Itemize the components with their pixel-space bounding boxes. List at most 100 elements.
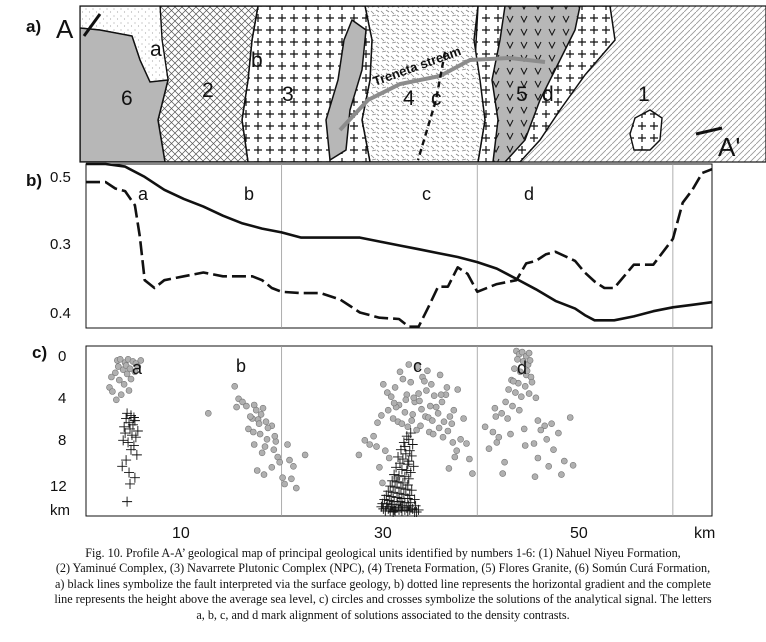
solution-circle-c bbox=[405, 361, 413, 368]
solution-circle-c bbox=[401, 408, 409, 416]
solution-circle-c bbox=[430, 392, 438, 400]
solution-circle-b bbox=[262, 418, 270, 426]
caption-line: a) black lines symbolize the fault inter… bbox=[54, 576, 712, 591]
solution-circle-a bbox=[123, 370, 131, 378]
solution-circle-d bbox=[495, 433, 503, 441]
profile-end-label: A' bbox=[718, 132, 740, 162]
solution-circle-b bbox=[284, 441, 291, 448]
solution-circle-c bbox=[389, 415, 397, 422]
solution-circle-a bbox=[134, 363, 142, 370]
solution-cross-c bbox=[397, 477, 408, 488]
solution-circle-d bbox=[520, 425, 528, 433]
solution-circle-d bbox=[498, 409, 506, 417]
panel-b-alignment-c: c bbox=[422, 184, 431, 204]
solution-circle-c bbox=[424, 367, 431, 375]
solution-cross-a bbox=[117, 461, 128, 472]
solution-circle-a bbox=[127, 375, 135, 383]
solution-cross-a bbox=[119, 421, 130, 432]
solution-circle-c bbox=[366, 441, 374, 448]
solution-circle-c bbox=[469, 470, 476, 477]
solution-cross-a bbox=[132, 426, 143, 436]
solution-circle-b bbox=[231, 382, 238, 390]
solution-circle-c bbox=[449, 439, 457, 446]
solution-circle-d bbox=[481, 423, 489, 431]
solution-circle-d bbox=[534, 417, 542, 424]
solution-cross-c bbox=[394, 458, 405, 469]
solution-circle-d bbox=[511, 365, 518, 373]
panel-b-y-tick-1: 0.5 bbox=[50, 169, 71, 186]
solution-cross-c bbox=[396, 464, 407, 475]
panel-b-grid bbox=[281, 164, 674, 328]
solution-cross-c bbox=[406, 450, 417, 461]
solution-circle-a bbox=[126, 365, 134, 373]
figure: a) A A' Treneta stream 6 2 3 4 5 1 a b c… bbox=[26, 5, 766, 542]
panel-a-label: a) bbox=[26, 17, 41, 36]
solution-circle-c bbox=[398, 420, 406, 428]
panel-a-alignment-a: a bbox=[150, 38, 162, 61]
solution-cross-c bbox=[407, 439, 418, 450]
solution-cross-c bbox=[398, 437, 409, 448]
unit-6-area bbox=[80, 27, 169, 162]
solution-circle-d bbox=[560, 457, 568, 465]
solution-circle-b bbox=[260, 471, 268, 478]
panel-c-y-unit: km bbox=[50, 502, 70, 519]
panel-c-y-tick-8: 8 bbox=[58, 432, 66, 449]
solution-circle-b bbox=[288, 475, 295, 483]
solution-circle-d bbox=[519, 358, 527, 365]
solution-circle-c bbox=[454, 386, 462, 393]
solution-circle-d bbox=[543, 435, 551, 443]
solution-cross-a bbox=[130, 432, 141, 443]
panel-c-y-tick-0: 0 bbox=[58, 348, 66, 365]
panel-c-points bbox=[106, 347, 577, 517]
x-tick-50: 50 bbox=[570, 525, 588, 542]
caption-line: (2) Yaminué Complex, (3) Navarrete Pluto… bbox=[55, 561, 711, 576]
solution-cross-c bbox=[413, 504, 424, 515]
solution-circle-c bbox=[416, 397, 423, 405]
solution-cross-c bbox=[390, 482, 401, 493]
solution-cross-c bbox=[403, 473, 414, 484]
solution-cross-a bbox=[128, 412, 139, 423]
solution-circle-a bbox=[125, 387, 133, 394]
solution-circle-c bbox=[445, 465, 453, 472]
solution-circle-c bbox=[435, 424, 443, 432]
solution-circle-c bbox=[373, 443, 380, 450]
solution-cross-c bbox=[391, 462, 402, 473]
profile-start-tick bbox=[82, 13, 102, 37]
solution-cross-c bbox=[394, 470, 404, 481]
solution-cross-c bbox=[381, 490, 392, 501]
solution-circle-b bbox=[268, 463, 276, 471]
solution-circle-d bbox=[521, 442, 529, 449]
solution-circle-b bbox=[252, 406, 260, 414]
solution-cross-c bbox=[385, 481, 396, 492]
solution-circle-d bbox=[515, 406, 523, 414]
horizontal-gradient-line bbox=[86, 167, 713, 328]
solution-circle-d bbox=[526, 357, 534, 364]
solution-circle-c bbox=[417, 422, 424, 430]
solution-cross-a bbox=[125, 478, 136, 489]
caption-line: Fig. 10. Profile A-A’ geological map of … bbox=[85, 546, 681, 560]
solution-circle-b bbox=[261, 443, 269, 450]
unit-number-6: 6 bbox=[121, 87, 133, 110]
solution-cross-c bbox=[411, 507, 422, 517]
solution-cross-c bbox=[402, 480, 413, 490]
solution-circle-b bbox=[292, 484, 300, 492]
solution-circle-b bbox=[255, 420, 263, 428]
solution-circle-b bbox=[205, 409, 212, 417]
solution-circle-c bbox=[379, 479, 386, 487]
solution-circle-c bbox=[399, 375, 407, 383]
panel-b-alignment-b: b bbox=[244, 184, 254, 204]
solution-circle-a bbox=[117, 391, 125, 399]
solution-circle-d bbox=[550, 446, 557, 454]
caption-line: a, b, c, and d mark alignment of solutio… bbox=[196, 607, 570, 622]
solution-circle-c bbox=[440, 418, 448, 426]
solution-circle-b bbox=[281, 480, 288, 488]
solution-circle-d bbox=[523, 367, 531, 375]
panel-c-depth-solutions: c) 0 4 8 12 km a b c d bbox=[32, 343, 713, 519]
solution-cross-c bbox=[408, 461, 419, 472]
solution-circle-a bbox=[116, 376, 123, 384]
solution-circle-d bbox=[548, 420, 555, 428]
panel-c-alignment-a: a bbox=[132, 358, 143, 378]
panel-b-alignment-a: a bbox=[138, 184, 149, 204]
solution-circle-d bbox=[510, 377, 517, 385]
solution-cross-a bbox=[121, 455, 132, 466]
